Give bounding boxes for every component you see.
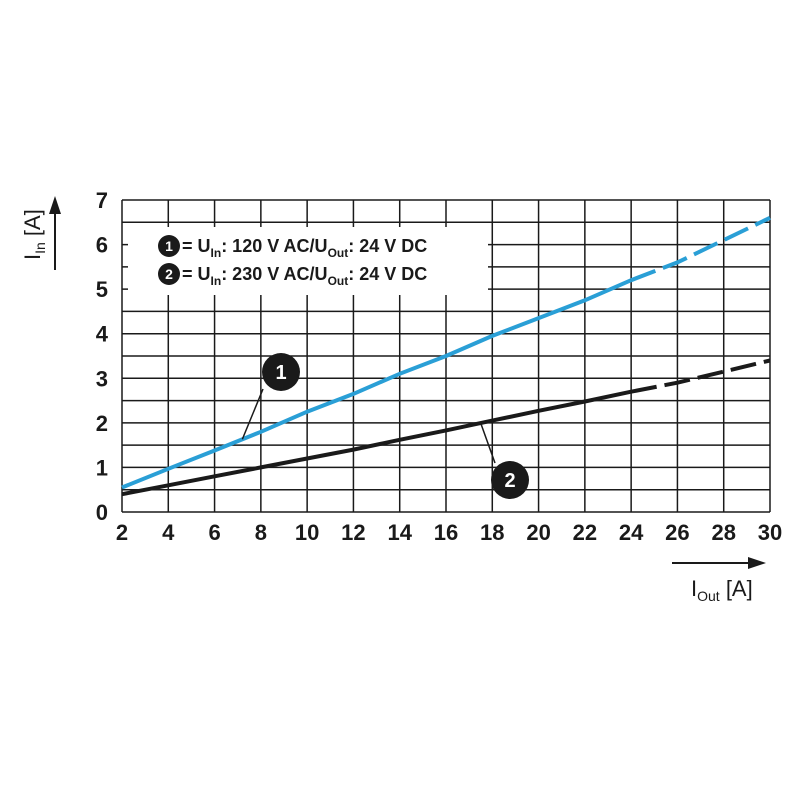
y-tick-label: 4 (96, 322, 109, 347)
annotation-leader-1 (241, 388, 264, 440)
annotation-label: 2 (504, 470, 515, 492)
x-tick-label: 30 (758, 520, 782, 545)
series-2-dashed-line (630, 358, 771, 394)
x-tick-label: 2 (116, 520, 128, 545)
series-2-solid-line (121, 389, 632, 497)
x-tick-label: 14 (387, 520, 412, 545)
series-1-solid-line (121, 278, 632, 490)
x-tick-label: 20 (526, 520, 550, 545)
x-tick-label: 18 (480, 520, 504, 545)
y-tick-label: 1 (96, 455, 108, 480)
x-tick-label: 8 (255, 520, 267, 545)
annotation-marker-2 (491, 461, 529, 499)
series-1-dashed-line (630, 215, 771, 283)
x-tick-label: 6 (208, 520, 220, 545)
legend-marker-number: 1 (165, 238, 173, 254)
legend-marker-1 (158, 235, 180, 257)
series-layer (121, 215, 771, 497)
legend-marker-number: 2 (165, 266, 173, 282)
x-tick-label: 24 (619, 520, 644, 545)
annotation-marker-1 (262, 353, 300, 391)
x-tick-label: 16 (434, 520, 458, 545)
y-tick-label: 6 (96, 233, 108, 258)
y-tick-label: 2 (96, 411, 108, 436)
x-tick-label: 28 (711, 520, 735, 545)
y-tick-label: 0 (96, 500, 108, 525)
y-tick-label: 7 (96, 188, 108, 213)
x-tick-label: 26 (665, 520, 689, 545)
legend-box (128, 227, 488, 295)
y-axis-arrowhead (49, 196, 61, 214)
legend-entry-1: = UIn: 120 V AC/UOut: 24 V DC (182, 236, 427, 260)
legend: 1 = UIn: 120 V AC/UOut: 24 V DC 2 = UIn: … (128, 227, 488, 295)
axis-labels: IIn [A] IOut [A] (20, 196, 766, 604)
x-tick-label: 4 (162, 520, 175, 545)
y-tick-label: 5 (96, 277, 108, 302)
annotation-leader-2 (480, 422, 496, 464)
x-tick-label: 12 (341, 520, 365, 545)
annotations: 12 (241, 353, 529, 499)
y-axis-label: IIn [A] (20, 209, 48, 260)
x-tick-label: 10 (295, 520, 319, 545)
x-axis-label: IOut [A] (691, 576, 753, 604)
x-tick-label: 22 (573, 520, 597, 545)
y-tick-label: 3 (96, 366, 108, 391)
x-axis-arrowhead (748, 557, 766, 569)
annotation-label: 1 (275, 362, 286, 384)
legend-marker-2 (158, 263, 180, 285)
legend-entry-2: = UIn: 230 V AC/UOut: 24 V DC (182, 264, 427, 288)
